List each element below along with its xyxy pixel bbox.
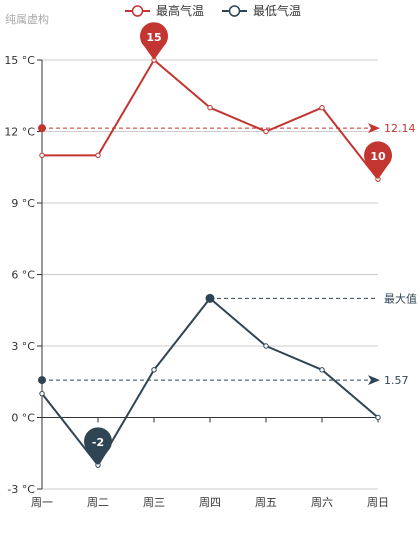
y-tick-label: 6 °C (11, 269, 35, 282)
series (39, 57, 381, 468)
average-markline-label: 1.57 (384, 374, 409, 387)
y-tick-label: 9 °C (11, 197, 35, 210)
series-line (42, 59, 379, 180)
legend-item-min-temp[interactable]: 最低气温 (222, 3, 301, 18)
markpoint-shape (363, 141, 392, 180)
legend-label-max-temp: 最高气温 (156, 3, 204, 18)
data-point (375, 414, 381, 421)
legend: 最高气温 最低气温 (125, 3, 301, 18)
data-point (263, 343, 269, 349)
y-tick-label: 3 °C (11, 340, 35, 353)
chart-subtitle: 纯属虚构 (5, 12, 49, 26)
data-point (263, 128, 269, 135)
markpoint-label: 15 (146, 31, 161, 44)
markpoint-shape (84, 427, 112, 466)
grid (42, 59, 378, 490)
x-tick-label: 周三 (143, 496, 165, 509)
markpoint-pin: 15 (140, 22, 169, 60)
x-tick-label: 周一 (31, 496, 53, 509)
x-tick-label: 周四 (199, 496, 221, 509)
data-point (205, 293, 215, 303)
x-tick-label: 周二 (87, 496, 109, 509)
axes: -3 °C 0 °C 3 °C 6 °C 9 °C 12 °C 15 °C 周一 周二 周三 周四 周… (4, 54, 389, 509)
x-tick-label: 周六 (311, 496, 333, 509)
x-tick-label: 周日 (367, 496, 389, 509)
data-point (319, 367, 325, 373)
data-point (151, 367, 157, 373)
legend-item-max-temp[interactable]: 最高气温 (125, 3, 204, 18)
markpoint-shape (140, 22, 169, 60)
markpoint-pin: -2 (84, 427, 112, 466)
max-markline-label: 最大值 (384, 291, 417, 305)
markpoint-pin: 10 (363, 141, 392, 180)
y-tick-label: 12 °C (4, 126, 35, 139)
legend-label-min-temp: 最低气温 (253, 3, 301, 18)
markline-arrow (368, 123, 380, 134)
data-point (319, 104, 325, 111)
data-point (207, 104, 213, 111)
markpoint-label: 10 (370, 150, 386, 163)
data-point (39, 152, 45, 159)
y-tick-label: 0 °C (11, 412, 35, 425)
data-point (95, 152, 101, 159)
data-point (39, 390, 45, 397)
x-tick-label: 周五 (255, 496, 277, 509)
average-markline-label: 12.14 (384, 122, 416, 135)
markline-arrow (368, 375, 380, 386)
legend-symbol-max-temp (131, 5, 144, 17)
y-tick-label: 15 °C (4, 54, 35, 67)
y-tick-label: -3 °C (7, 483, 35, 496)
legend-symbol-min-temp (228, 5, 241, 17)
mark-points: 15 10 -2 (84, 22, 392, 466)
mark-lines: 12.14 1.57 最大值 (38, 122, 417, 387)
markpoint-label: -2 (92, 436, 104, 449)
